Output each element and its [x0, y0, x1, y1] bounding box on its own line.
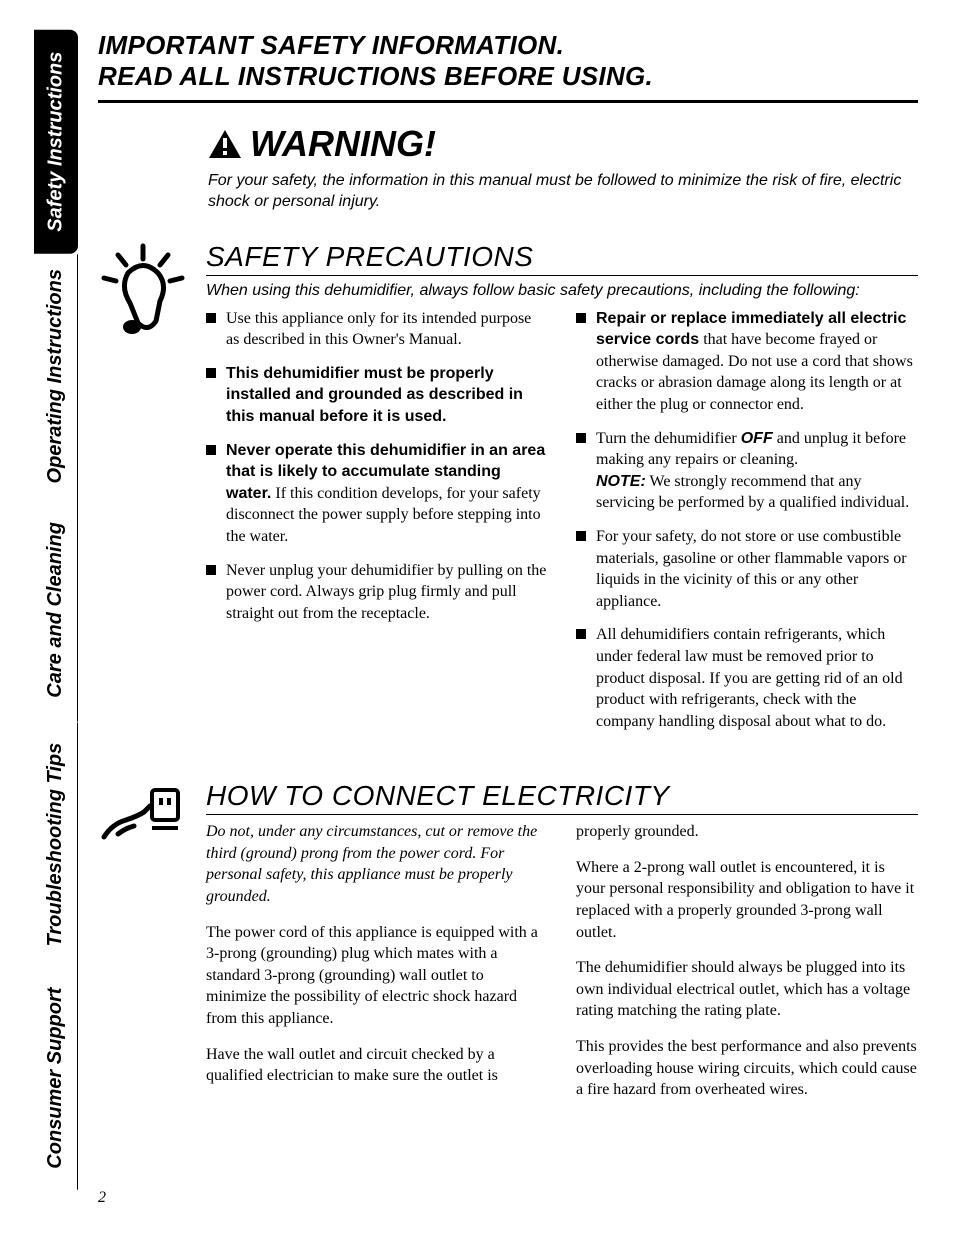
safety-section-intro: When using this dehumidifier, always fol…: [206, 282, 918, 300]
lightbulb-tip-icon: [98, 241, 188, 733]
sidebar-tab-operating-instructions[interactable]: Operating Instructions: [34, 254, 78, 498]
safety-bullet: Repair or replace immediately all electr…: [576, 308, 918, 416]
page-number: 2: [98, 1189, 106, 1207]
header-line-1: IMPORTANT SAFETY INFORMATION.: [98, 30, 918, 61]
safety-section-title: SAFETY PRECAUTIONS: [206, 241, 918, 276]
safety-bullet: Never operate this dehumidifier in an ar…: [206, 440, 548, 548]
electricity-paragraph: The power cord of this appliance is equi…: [206, 922, 548, 1030]
sidebar-tab-care-and-cleaning[interactable]: Care and Cleaning: [34, 498, 78, 722]
safety-bullet-list: Use this appliance only for its intended…: [206, 308, 918, 733]
header-line-2: READ ALL INSTRUCTIONS BEFORE USING.: [98, 61, 918, 92]
sidebar-tab-consumer-support[interactable]: Consumer Support: [34, 966, 78, 1190]
electricity-text: Do not, under any circumstances, cut or …: [206, 821, 918, 1101]
electricity-intro: Do not, under any circumstances, cut or …: [206, 821, 548, 907]
safety-precautions-section: SAFETY PRECAUTIONS When using this dehum…: [98, 241, 918, 733]
sidebar-tab-safety-instructions[interactable]: Safety Instructions: [34, 30, 78, 254]
page-content: IMPORTANT SAFETY INFORMATION. READ ALL I…: [98, 30, 918, 1101]
warning-heading-text: WARNING!: [250, 123, 436, 165]
electricity-paragraph: The dehumidifier should always be plugge…: [576, 957, 918, 1022]
warning-subtext: For your safety, the information in this…: [208, 171, 918, 213]
sidebar-tab-troubleshooting-tips[interactable]: Troubleshooting Tips: [34, 722, 78, 966]
sidebar-tabs: Safety InstructionsOperating Instruction…: [34, 30, 78, 1190]
electricity-section: HOW TO CONNECT ELECTRICITY Do not, under…: [98, 780, 918, 1101]
electricity-section-title: HOW TO CONNECT ELECTRICITY: [206, 780, 918, 815]
warning-icon: [208, 129, 242, 159]
plug-hand-icon: [98, 780, 188, 1101]
safety-bullet: All dehumidifiers contain refrigerants, …: [576, 624, 918, 732]
safety-header: IMPORTANT SAFETY INFORMATION. READ ALL I…: [98, 30, 918, 103]
electricity-paragraph: Where a 2-prong wall outlet is encounter…: [576, 857, 918, 943]
electricity-paragraph: This provides the best performance and a…: [576, 1036, 918, 1101]
safety-bullet: Turn the dehumidifier OFF and unplug it …: [576, 428, 918, 514]
safety-bullet: Use this appliance only for its intended…: [206, 308, 548, 351]
safety-bullet: For your safety, do not store or use com…: [576, 526, 918, 612]
warning-block: WARNING! For your safety, the informatio…: [208, 123, 918, 213]
safety-bullet: Never unplug your dehumidifier by pullin…: [206, 560, 548, 625]
safety-bullet: This dehumidifier must be properly insta…: [206, 363, 548, 428]
warning-heading: WARNING!: [208, 123, 918, 165]
